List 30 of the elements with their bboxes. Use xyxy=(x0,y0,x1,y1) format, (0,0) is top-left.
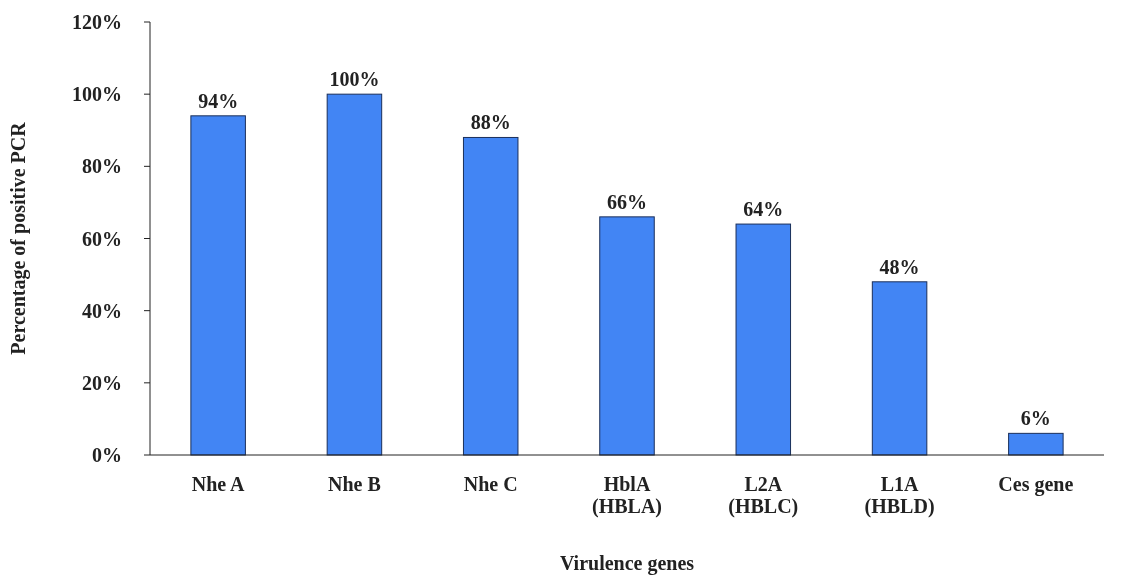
data-label: 88% xyxy=(470,111,511,134)
bar xyxy=(735,223,792,456)
bar xyxy=(871,281,928,456)
x-tick-label: L1A (HBLD) xyxy=(864,473,935,518)
x-tick-label: Nhe C xyxy=(463,473,518,495)
y-tick-label: 100% xyxy=(72,83,122,106)
y-tick-label: 80% xyxy=(82,155,122,178)
y-axis-title: Percentage of positive PCR xyxy=(7,121,30,355)
x-tick-label: Nhe A xyxy=(191,473,246,495)
y-tick-label: 60% xyxy=(82,227,122,250)
data-label: 48% xyxy=(879,255,920,278)
data-label: 100% xyxy=(329,68,380,91)
data-label: 66% xyxy=(607,190,647,213)
x-tick-label: Nhe B xyxy=(328,473,381,495)
data-label: 6% xyxy=(1020,407,1051,430)
x-tick-label: Ces gene xyxy=(998,473,1074,496)
bar xyxy=(326,93,383,456)
bar xyxy=(599,216,655,456)
x-tick-label: HblA (HBLA) xyxy=(592,473,662,518)
x-tick-label: L2A (HBLC) xyxy=(728,473,799,518)
data-label: 94% xyxy=(198,89,239,112)
y-tick-label: 40% xyxy=(82,299,122,322)
x-axis-title: Virulence genes xyxy=(559,552,695,575)
y-tick-label: 120% xyxy=(72,11,122,33)
bar xyxy=(1008,432,1064,456)
y-tick-label: 20% xyxy=(82,371,122,394)
bar xyxy=(462,136,519,456)
data-label: 64% xyxy=(743,198,784,221)
y-tick-label: 0% xyxy=(92,444,122,466)
bar xyxy=(190,115,246,456)
